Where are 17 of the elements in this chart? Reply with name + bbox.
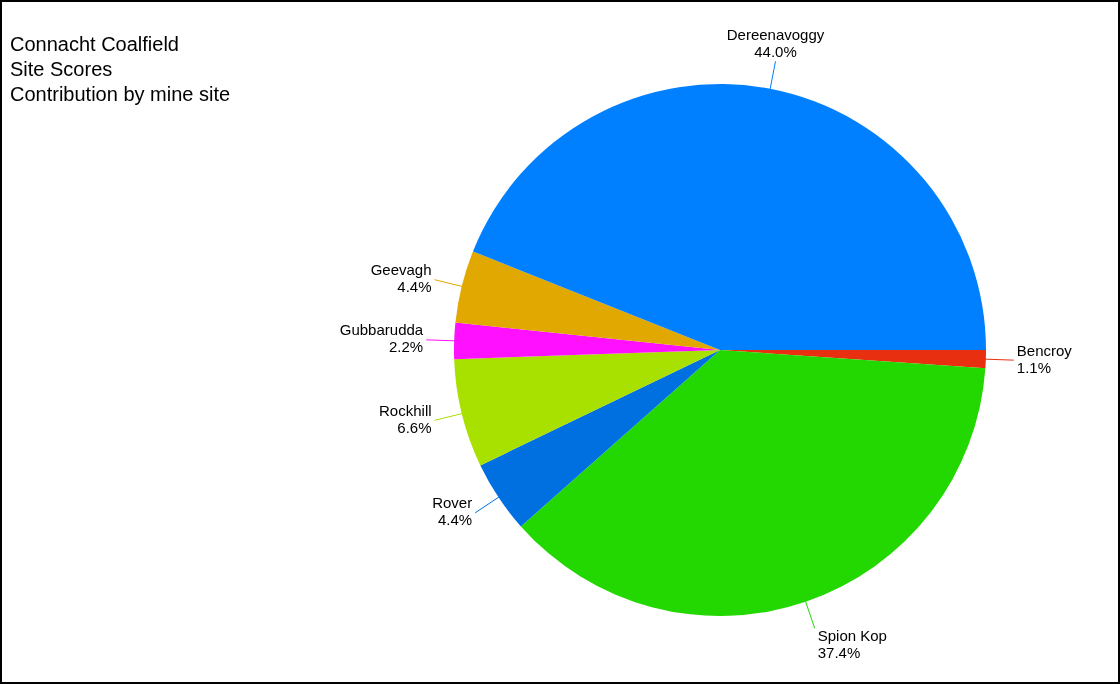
data-label: 4.4%: [397, 278, 432, 296]
slice-label: Rover: [432, 494, 473, 512]
data-label: 44.0%: [754, 42, 797, 60]
data-label: 2.2%: [388, 338, 424, 356]
slice-label: Dereenavoggy: [726, 25, 825, 43]
slice-label: Bencroy: [1016, 341, 1073, 359]
data-label: 6.6%: [397, 419, 432, 436]
slice-label: Gubbarudda: [339, 321, 424, 339]
data-label: 37.4%: [817, 643, 861, 661]
text: Connacht Coalfield: [10, 32, 180, 57]
text: Site Scores: [10, 57, 114, 82]
data-label: 4.4%: [437, 511, 473, 529]
text: Contribution by mine site: [10, 82, 231, 107]
slice-label: Geevagh: [370, 261, 432, 279]
slice-label: Spion Kop: [817, 626, 887, 644]
slice-label: Rockhill: [379, 402, 432, 419]
data-label: 1.1%: [1016, 358, 1052, 376]
